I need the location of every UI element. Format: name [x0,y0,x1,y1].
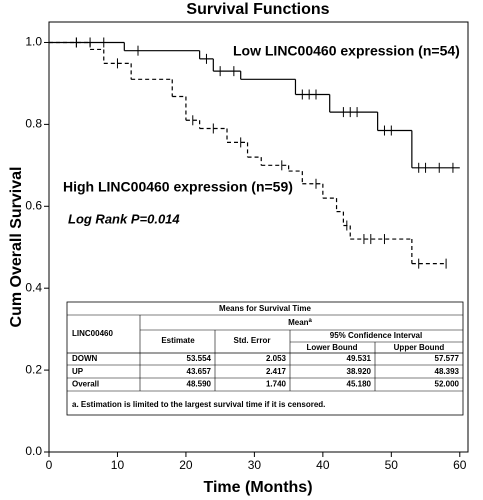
table-cell: 45.180 [347,380,372,389]
annotation: Log Rank P=0.014 [68,211,180,226]
annotation: Low LINC00460 expression (n=54) [233,43,460,59]
x-tick-label: 60 [453,458,467,472]
plot-frame [48,21,469,453]
y-tick-label: 0.6 [25,198,42,212]
table-row-header: LINC00460 [72,329,113,338]
table-cell: 43.657 [187,367,212,376]
x-tick-label: 10 [111,458,125,472]
table-column-header: 95% Confidence Interval [330,331,422,340]
table-cell: 49.531 [347,354,372,363]
table-cell: 48.590 [187,380,212,389]
footnote-mark: a [309,318,313,324]
table-column-header: Upper Bound [394,343,445,352]
x-tick-label: 50 [385,458,399,472]
table-cell: 48.393 [435,367,460,376]
x-tick-label: 30 [248,458,262,472]
y-tick-label: 0.8 [25,117,42,131]
table-box [66,301,464,416]
table-cell: 53.554 [187,354,212,363]
table-cell: 38.920 [347,367,372,376]
chart-title: Survival Functions [186,1,329,18]
table-row-label: Overall [72,380,99,389]
x-tick-label: 20 [179,458,193,472]
table-column-header: Std. Error [234,336,271,345]
table-footnote: a. Estimation is limited to the largest … [72,400,325,409]
annotation: High LINC00460 expression (n=59) [63,179,293,195]
table-cell: 2.053 [266,354,287,363]
y-tick-label: 1.0 [25,35,42,49]
table-row-label: DOWN [72,354,98,363]
y-axis-label: Cum Overall Survival [8,167,25,328]
y-tick-label: 0.0 [25,444,42,458]
table-cell: 57.577 [435,354,460,363]
x-tick-label: 40 [316,458,330,472]
table-cell: 52.000 [435,380,460,389]
y-tick-label: 0.4 [25,280,42,294]
table-column-header: Estimate [161,336,195,345]
table-row-label: UP [72,367,84,376]
table-group-header: Meana [288,318,312,328]
table-cell: 1.740 [266,380,287,389]
table-cell: 2.417 [266,367,287,376]
table-column-header: Lower Bound [306,343,357,352]
table-title: Means for Survival Time [219,304,311,313]
x-axis-label: Time (Months) [203,479,312,496]
x-tick-label: 0 [46,458,53,472]
table: Means for Survival Time Meana LINC00460 Est… [66,301,464,416]
y-tick-label: 0.2 [25,362,42,376]
